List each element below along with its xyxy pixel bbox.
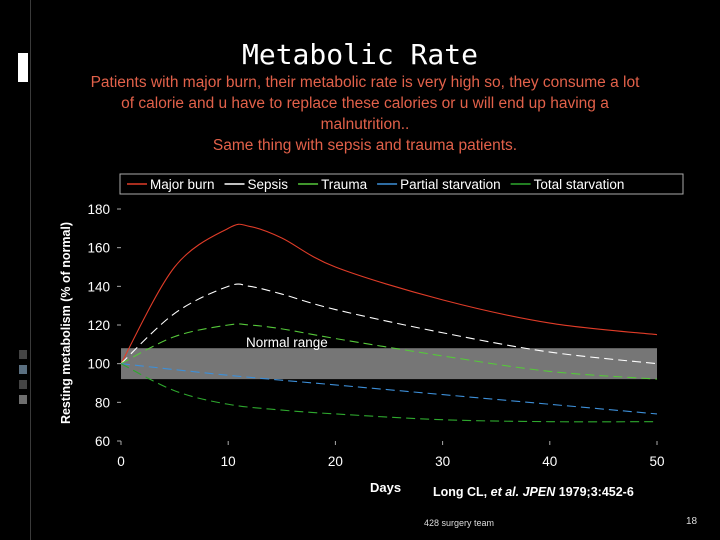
legend-label: Major burn (150, 177, 215, 192)
legend-label: Sepsis (248, 177, 289, 192)
chart-axes: 60 80 100 120 140 160 180 0 10 20 30 40 50 (87, 202, 664, 469)
side-mark (19, 395, 27, 404)
x-tick-label: 40 (542, 454, 557, 469)
y-tick-label: 100 (87, 357, 110, 372)
subtitle-line: malnutrition.. (320, 116, 410, 133)
x-tick-label: 10 (221, 454, 236, 469)
series-line-sepsis (120, 283, 658, 365)
y-tick-label: 180 (87, 202, 110, 217)
series-line-total-starvation (120, 363, 658, 423)
y-tick-label: 120 (87, 318, 110, 333)
citation-authors: Long CL, (433, 485, 491, 499)
left-rule (30, 0, 31, 540)
series-line-major-burn (120, 223, 658, 364)
legend-label: Partial starvation (400, 177, 501, 192)
page-number: 18 (686, 516, 698, 527)
slide-subtitle: Patients with major burn, their metaboli… (60, 72, 670, 156)
y-tick-label: 80 (95, 395, 110, 410)
y-tick-label: 160 (87, 241, 110, 256)
footer-team: 428 surgery team (424, 518, 495, 528)
normal-range-band (121, 348, 657, 380)
plot-area: Normal range (120, 223, 658, 423)
series-line-partial-starvation (120, 363, 658, 415)
y-axis-label: Resting metabolism (% of normal) (59, 222, 73, 424)
x-tick-label: 0 (117, 454, 125, 469)
x-axis-label: Days (370, 480, 401, 495)
legend-label: Total starvation (534, 177, 625, 192)
legend-label: Trauma (321, 177, 368, 192)
side-mark (19, 350, 27, 359)
normal-range-label: Normal range (246, 335, 328, 350)
citation-rest: 1979;3:452-6 (555, 485, 634, 499)
citation-et-al: et al. (491, 485, 520, 499)
side-mark (19, 365, 27, 374)
subtitle-line: Same thing with sepsis and trauma patien… (212, 137, 518, 154)
subtitle-line: of calorie and u have to replace these c… (121, 95, 609, 112)
accent-bar (18, 53, 28, 82)
side-decor (19, 350, 27, 410)
citation-journal: JPEN (519, 485, 556, 499)
citation: Long CL, et al. JPEN 1979;3:452-6 (433, 485, 634, 499)
chart-legend: Major burn Sepsis Trauma Partial starvation… (119, 173, 684, 195)
subtitle-line: Patients with major burn, their metaboli… (90, 74, 640, 91)
side-mark (19, 380, 27, 389)
y-tick-label: 60 (95, 434, 110, 449)
legend-box (119, 173, 684, 195)
x-tick-label: 30 (435, 454, 450, 469)
x-tick-label: 50 (649, 454, 664, 469)
slide-title: Metabolic Rate (241, 38, 478, 71)
series-line-trauma (120, 323, 658, 380)
y-tick-label: 140 (87, 279, 110, 294)
x-tick-label: 20 (328, 454, 343, 469)
